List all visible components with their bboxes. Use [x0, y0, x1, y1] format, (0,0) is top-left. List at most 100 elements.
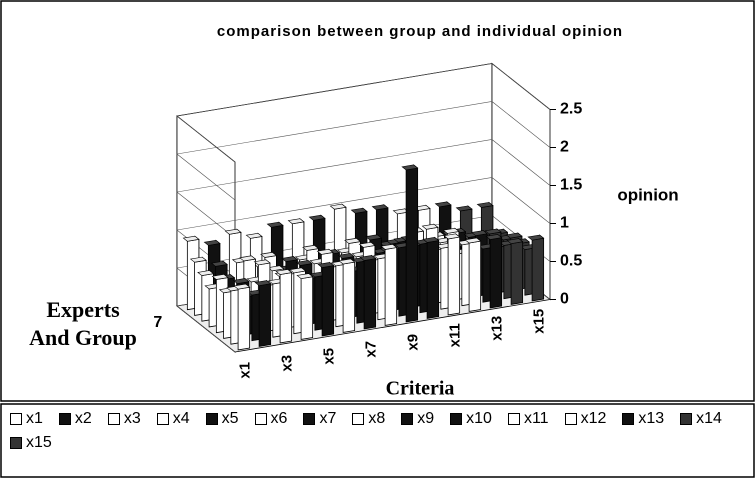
bar-top [380, 244, 398, 250]
bar-top [422, 237, 440, 243]
bar-top [275, 269, 293, 275]
bar-top [233, 283, 251, 290]
x-axis-label: Criteria [386, 378, 455, 400]
bar-front [468, 240, 482, 312]
legend-label: x8 [368, 410, 386, 427]
bar [233, 283, 251, 351]
bar-top [253, 259, 271, 266]
bar-top [443, 233, 461, 240]
legend-swatch [254, 413, 267, 425]
legend-item: x12 [564, 410, 606, 428]
bar-top [239, 255, 257, 262]
y-tick-label: 2 [560, 139, 569, 156]
chart-title: comparison between group and individual … [217, 23, 623, 40]
bar-top [505, 232, 523, 239]
legend-label: x9 [417, 410, 435, 427]
bar-top [254, 280, 272, 286]
bar-top [434, 201, 452, 208]
depth-axis-label: Experts And Group [29, 297, 137, 350]
bar [317, 261, 335, 337]
bar-front [321, 265, 335, 337]
legend-label: x14 [696, 410, 722, 427]
bar-front [258, 283, 272, 347]
legend-swatch [156, 413, 169, 425]
x-tick-label: x3 [278, 355, 295, 372]
bar [275, 268, 293, 344]
y-tick-label: 1.5 [560, 177, 582, 194]
bar-top [266, 221, 284, 228]
bar-top [455, 205, 473, 212]
legend-item: x6 [254, 410, 288, 428]
legend-label: x11 [523, 410, 549, 427]
legend-label: x6 [270, 410, 288, 427]
bar-front [489, 237, 503, 309]
bar-top [210, 260, 228, 267]
bar-front [363, 258, 377, 330]
legend-swatch [58, 413, 71, 425]
bar-top [421, 223, 439, 230]
bar-top [224, 228, 242, 235]
legend-item: x10 [450, 410, 492, 428]
bar-top [371, 204, 389, 211]
bar-top [350, 207, 368, 214]
x-tick-label: x1 [236, 362, 253, 379]
bar-front [300, 276, 314, 340]
bar-front [447, 236, 461, 316]
bar-top [197, 270, 215, 276]
bar [527, 234, 545, 302]
bar-top [287, 218, 305, 225]
bar-top [245, 232, 263, 239]
bar-front [279, 272, 293, 344]
bar [254, 279, 272, 347]
x-tick-label: x5 [320, 348, 337, 365]
y-tick-label: 1 [560, 215, 569, 232]
legend-swatch [10, 413, 22, 425]
bar-top [189, 256, 207, 263]
bar-top [232, 278, 250, 284]
legend-item: x11 [507, 410, 549, 428]
legend-item: x9 [401, 410, 434, 428]
bar-top [365, 234, 383, 241]
bar [338, 258, 356, 333]
bar-top [211, 274, 229, 280]
bar-top [476, 202, 494, 208]
bar-top [485, 234, 503, 240]
x-tick-label: x9 [404, 334, 421, 351]
x-tick-label: x13 [488, 316, 505, 341]
legend-swatch [352, 413, 365, 425]
bar-top [329, 203, 347, 210]
legend-item: x4 [156, 410, 190, 428]
legend-label: x15 [26, 434, 52, 451]
bar-front [531, 237, 545, 302]
bar-top [260, 252, 278, 258]
legend-swatch [680, 413, 693, 425]
bar-front [342, 261, 356, 333]
bar [506, 237, 524, 305]
legend-item: x13 [622, 410, 664, 428]
bar [443, 233, 461, 316]
bar-top [392, 208, 410, 215]
grid-line [176, 101, 551, 201]
bar-top [484, 228, 502, 235]
bar [485, 233, 503, 309]
bar-top [358, 241, 376, 248]
legend-item: x14 [680, 410, 722, 428]
legend-item: x5 [205, 410, 239, 428]
bar [422, 236, 440, 319]
bar-top [506, 238, 524, 244]
bar-front [405, 167, 419, 323]
legend-swatch [622, 413, 635, 425]
bar-top [401, 164, 419, 171]
legend-label: x3 [123, 410, 141, 427]
legend-item: x8 [352, 410, 385, 428]
legend-item: x1 [10, 410, 43, 428]
bar-top [281, 256, 299, 262]
bar-top [317, 262, 335, 268]
bar-top [344, 238, 362, 244]
x-tick-label: x11 [446, 323, 463, 347]
y-tick-label: 0 [560, 291, 569, 308]
y-axis-label: opinion [617, 185, 678, 204]
bar-top [337, 253, 355, 259]
bar-front [510, 241, 524, 305]
